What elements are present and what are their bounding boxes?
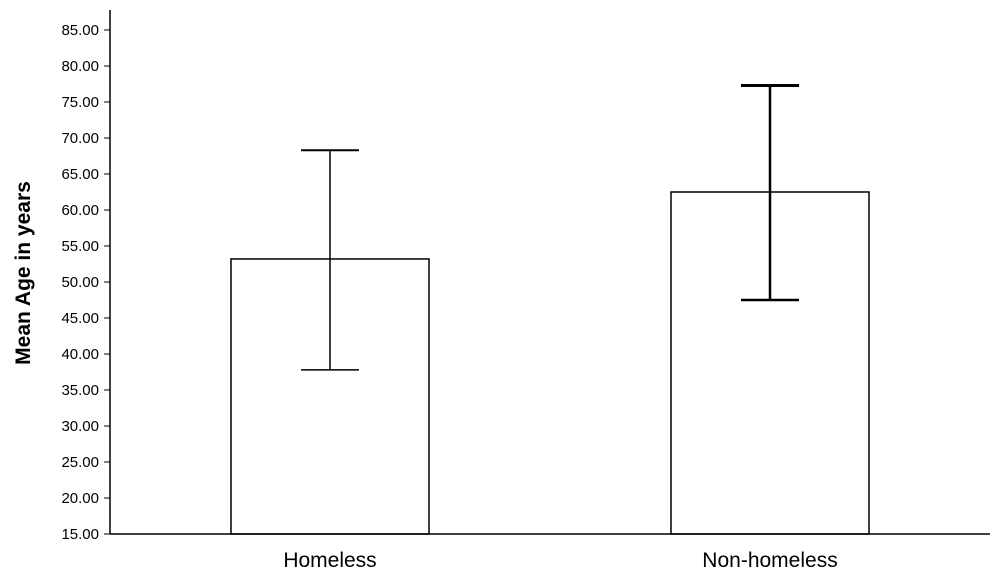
y-tick-label: 50.00 xyxy=(61,274,99,291)
y-tick-label: 75.00 xyxy=(61,94,99,111)
y-axis-ticks: 15.00 20.00 25.00 30.00 35.00 40.00 45.00 50.00… xyxy=(61,22,110,543)
bars xyxy=(230,191,870,535)
x-category-label: Homeless xyxy=(283,549,376,572)
y-tick-label: 80.00 xyxy=(61,58,99,75)
y-tick-label: 30.00 xyxy=(61,418,99,435)
y-tick-label: 85.00 xyxy=(61,22,99,39)
y-tick-label: 25.00 xyxy=(61,454,99,471)
x-axis-labels: Homeless Non-homeless xyxy=(283,549,837,572)
y-tick-label: 40.00 xyxy=(61,346,99,363)
y-tick-label: 60.00 xyxy=(61,202,99,219)
y-tick-label: 45.00 xyxy=(61,310,99,327)
y-tick-label: 15.00 xyxy=(61,526,99,543)
x-category-label: Non-homeless xyxy=(702,549,837,572)
error-bars xyxy=(301,83,799,371)
y-axis-title: Mean Age in years xyxy=(12,181,35,365)
y-tick-label: 65.00 xyxy=(61,166,99,183)
y-tick-label: 55.00 xyxy=(61,238,99,255)
y-tick-label: 20.00 xyxy=(61,490,99,507)
y-tick-label: 70.00 xyxy=(61,130,99,147)
y-tick-label: 35.00 xyxy=(61,382,99,399)
